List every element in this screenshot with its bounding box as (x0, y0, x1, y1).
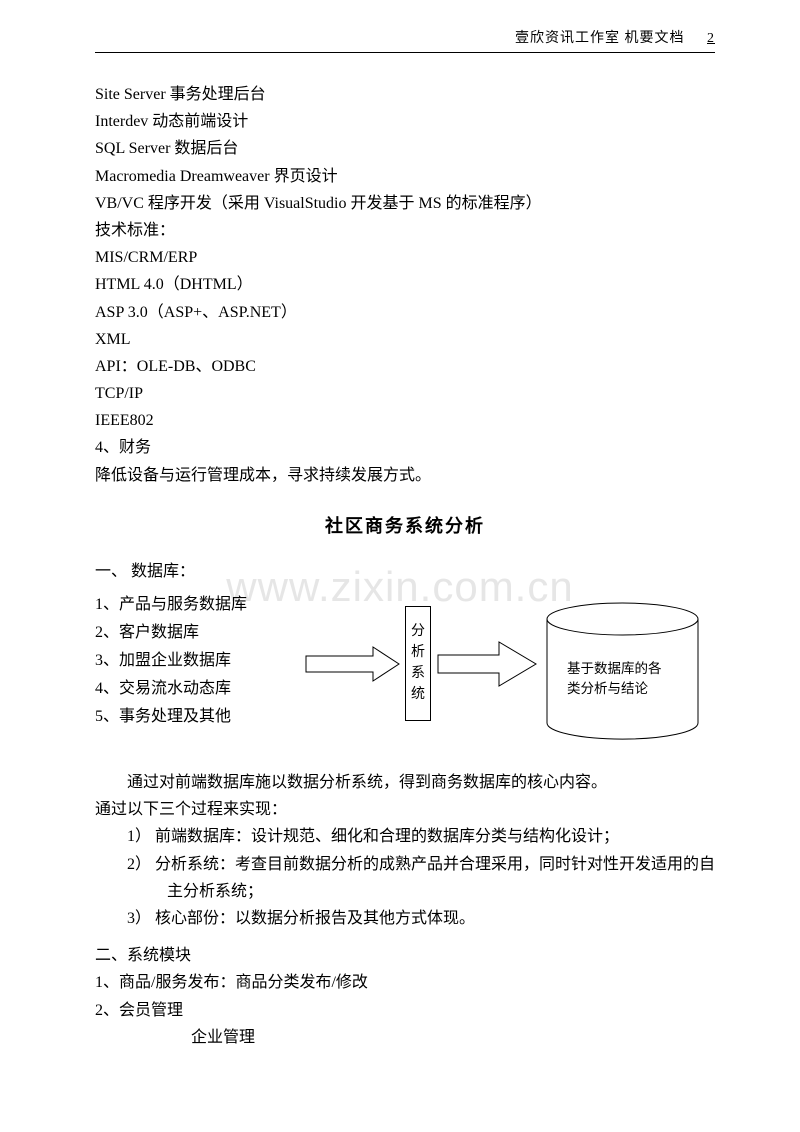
para-line: 通过以下三个过程来实现： (95, 796, 715, 823)
document-page: 壹欣资讯工作室 机要文档 2 Site Server 事务处理后台 Interd… (0, 0, 800, 1091)
arrow-right-icon (437, 641, 537, 687)
sys-char: 析 (411, 645, 425, 660)
tech-line: XML (95, 326, 715, 353)
tech-line: Macromedia Dreamweaver 界页设计 (95, 163, 715, 190)
step-item: 2） 分析系统：考查目前数据分析的成熟产品并合理采用，同时针对性开发适用的自主分… (95, 851, 715, 905)
step-item: 3） 核心部份：以数据分析报告及其他方式体现。 (95, 905, 715, 932)
db-item: 2、客户数据库 (95, 619, 295, 647)
module-sub: 企业管理 (95, 1024, 715, 1051)
tech-line: 降低设备与运行管理成本，寻求持续发展方式。 (95, 462, 715, 489)
tech-section: Site Server 事务处理后台 Interdev 动态前端设计 SQL S… (95, 81, 715, 489)
cylinder-label: 基于数据库的各 类分析与结论 (567, 659, 687, 700)
tech-line: HTML 4.0（DHTML） (95, 271, 715, 298)
cyl-line: 类分析与结论 (567, 681, 648, 696)
tech-line: 4、财务 (95, 434, 715, 461)
db-list: 1、产品与服务数据库 2、客户数据库 3、加盟企业数据库 4、交易流水动态库 5… (95, 591, 295, 731)
db-heading: 一、 数据库： (95, 558, 715, 585)
flow-diagram: 分 析 系 统 基于数据库的各 类分析与结论 (295, 591, 715, 761)
step-item: 1） 前端数据库：设计规范、细化和合理的数据库分类与结构化设计； (95, 823, 715, 850)
explanation-block: 通过对前端数据库施以数据分析系统，得到商务数据库的核心内容。 通过以下三个过程来… (95, 769, 715, 932)
tech-line: ASP 3.0（ASP+、ASP.NET） (95, 299, 715, 326)
tech-line: Site Server 事务处理后台 (95, 81, 715, 108)
arrow-left-icon (305, 646, 400, 682)
page-header: 壹欣资讯工作室 机要文档 2 (95, 28, 715, 53)
cyl-line: 基于数据库的各 (567, 661, 662, 676)
header-org: 壹欣资讯工作室 机要文档 (515, 31, 685, 46)
module-item: 1、商品/服务发布：商品分类发布/修改 (95, 969, 715, 996)
tech-line: IEEE802 (95, 407, 715, 434)
module-block: 二、系统模块 1、商品/服务发布：商品分类发布/修改 2、会员管理 企业管理 (95, 942, 715, 1051)
header-page-number: 2 (707, 31, 715, 46)
para-line: 通过对前端数据库施以数据分析系统，得到商务数据库的核心内容。 (95, 769, 715, 796)
module-heading: 二、系统模块 (95, 942, 715, 969)
tech-line: Interdev 动态前端设计 (95, 108, 715, 135)
sys-char: 分 (411, 624, 425, 639)
sys-char: 系 (411, 666, 425, 681)
module-item: 2、会员管理 (95, 997, 715, 1024)
tech-line: API：OLE-DB、ODBC (95, 353, 715, 380)
tech-line: SQL Server 数据后台 (95, 135, 715, 162)
section-title: 社区商务系统分析 (95, 513, 715, 540)
sys-char: 统 (411, 687, 425, 702)
analysis-system-box: 分 析 系 统 (405, 606, 431, 721)
tech-line: VB/VC 程序开发（采用 VisualStudio 开发基于 MS 的标准程序… (95, 190, 715, 217)
db-item: 3、加盟企业数据库 (95, 647, 295, 675)
tech-line: 技术标准： (95, 217, 715, 244)
db-item: 1、产品与服务数据库 (95, 591, 295, 619)
tech-line: MIS/CRM/ERP (95, 244, 715, 271)
db-item: 4、交易流水动态库 (95, 675, 295, 703)
tech-line: TCP/IP (95, 380, 715, 407)
db-item: 5、事务处理及其他 (95, 703, 295, 731)
db-diagram-row: 1、产品与服务数据库 2、客户数据库 3、加盟企业数据库 4、交易流水动态库 5… (95, 591, 715, 761)
